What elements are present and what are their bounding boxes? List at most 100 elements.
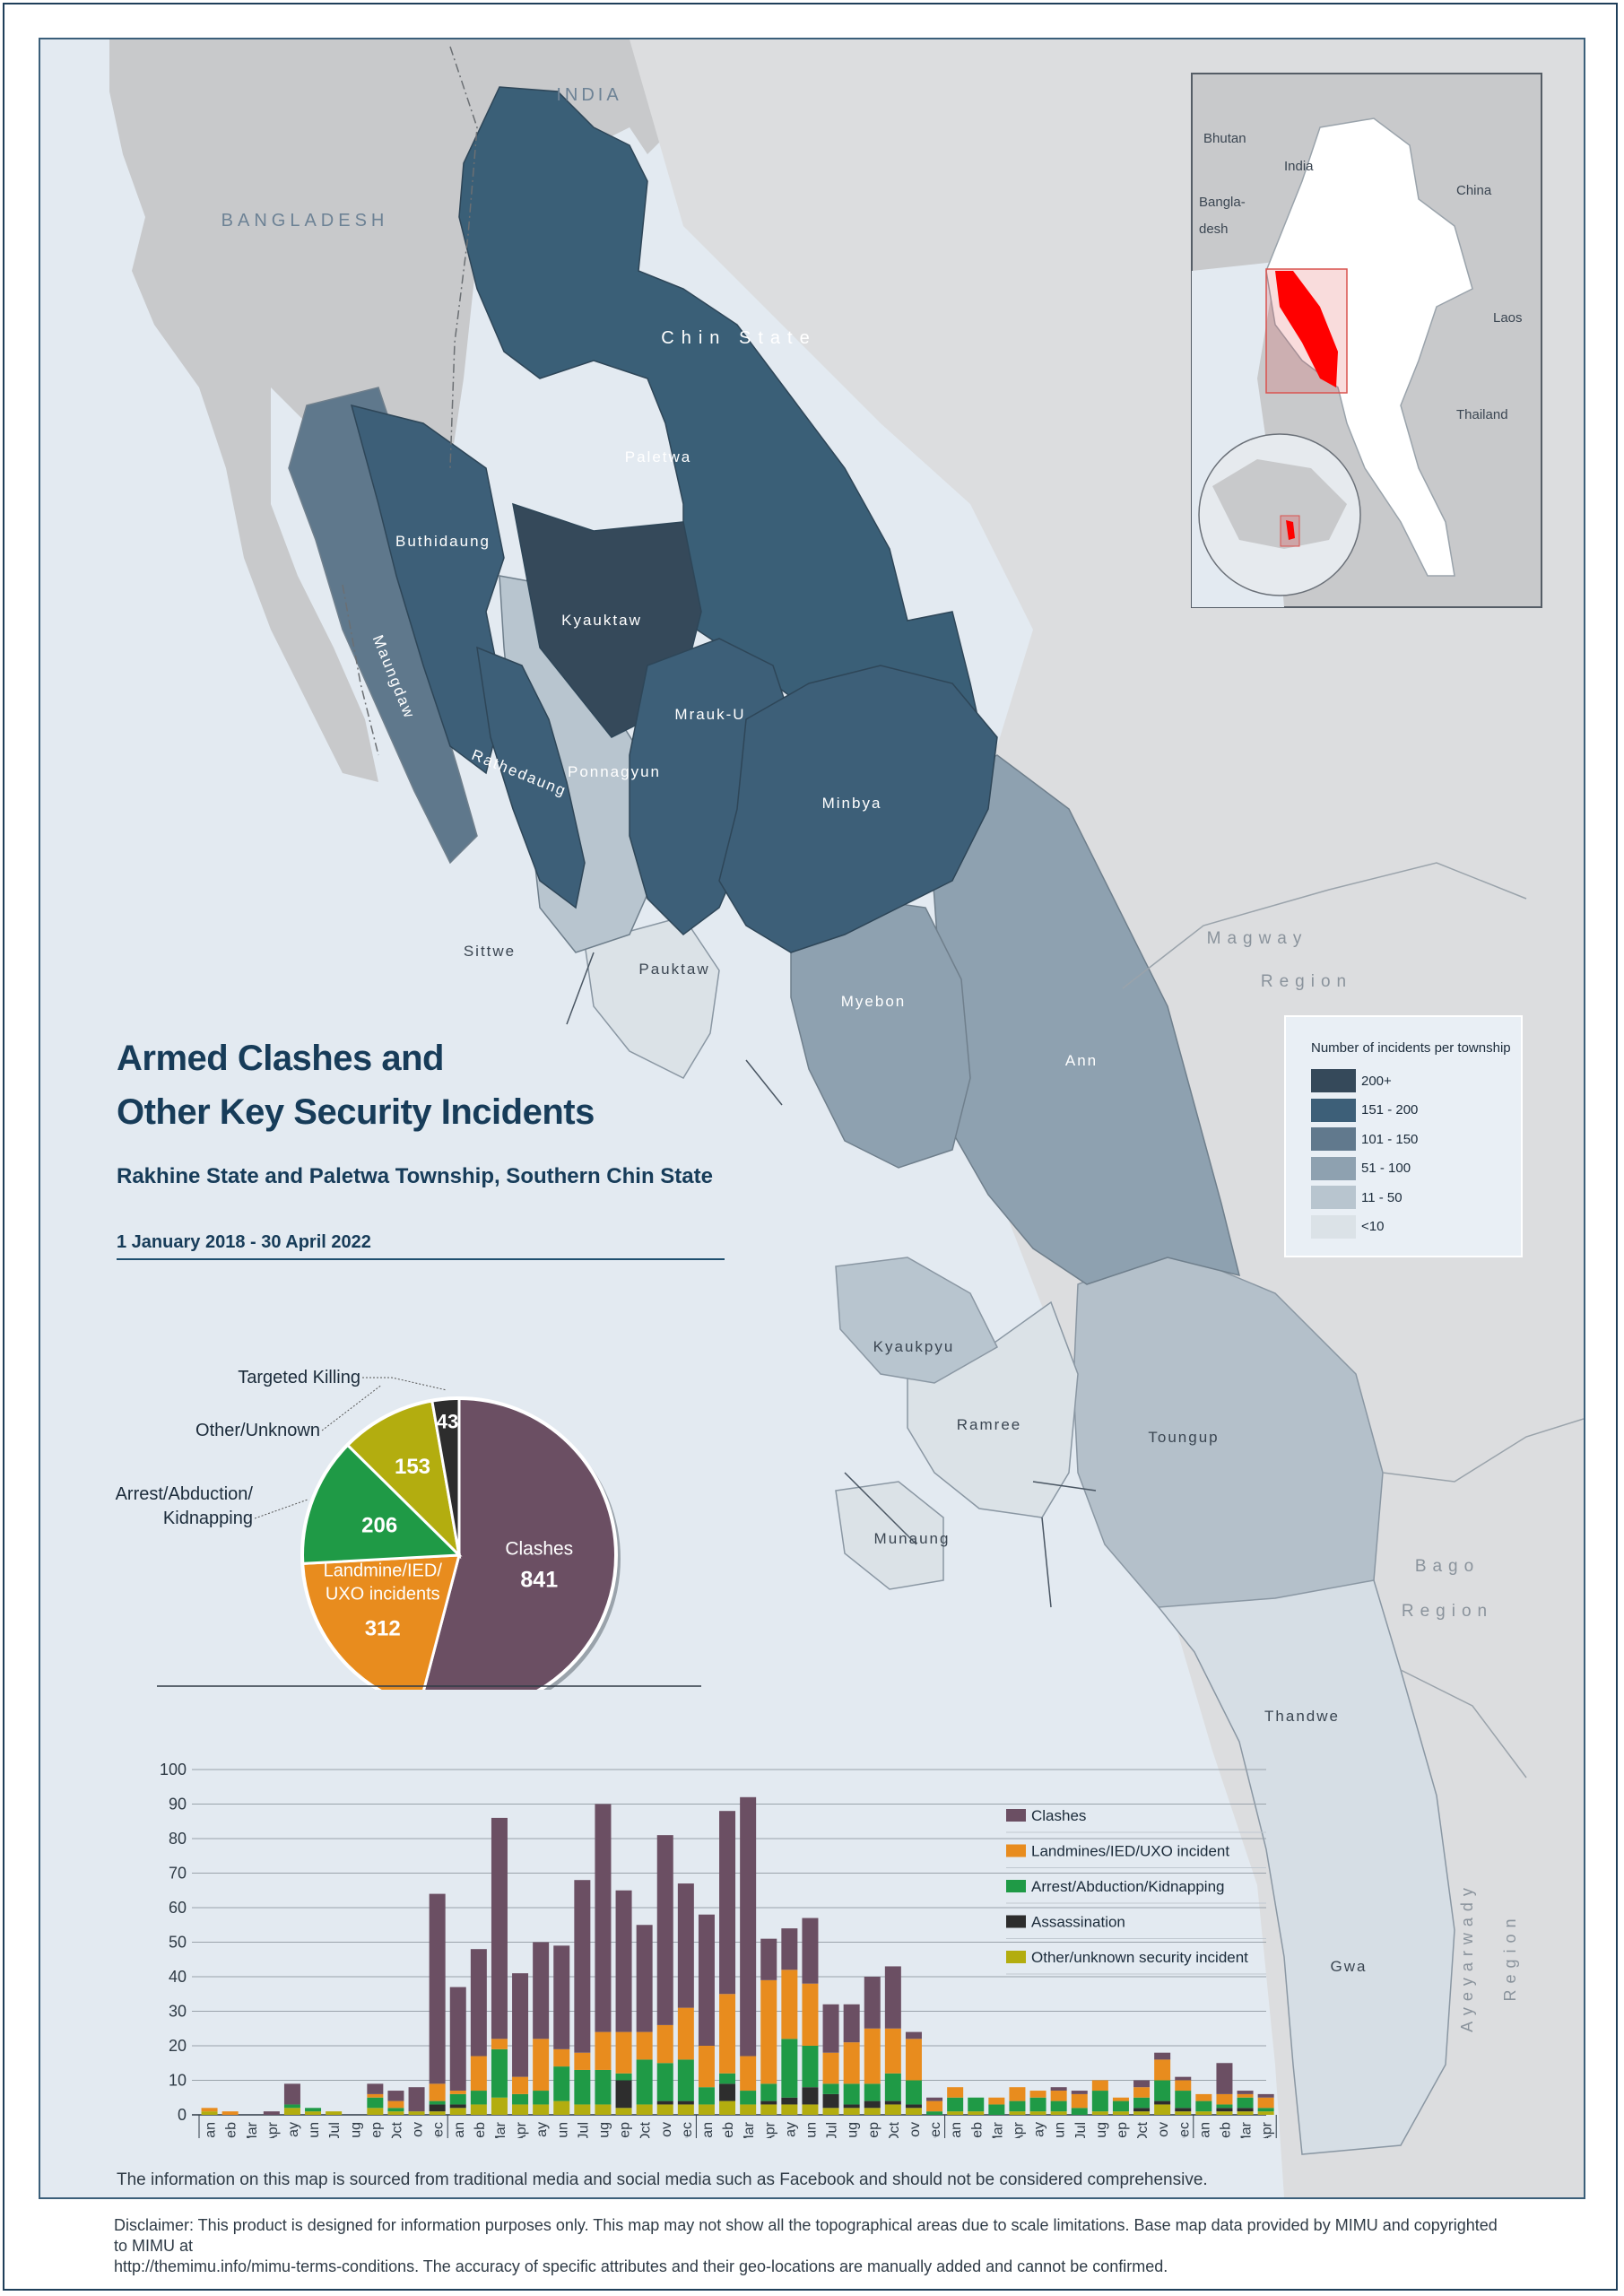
bar-segment [553, 2066, 570, 2101]
bar-segment [1175, 2111, 1192, 2115]
bar-segment [615, 2031, 632, 2074]
inset-myanmar [1265, 117, 1473, 577]
bar-x-tick-label: Sep [618, 2122, 633, 2138]
bar-segment [553, 1945, 570, 2049]
bar-segment [615, 1890, 632, 2032]
bar-segment [1195, 2100, 1212, 2112]
bar-segment [574, 1880, 591, 2053]
bar-segment [864, 2083, 881, 2101]
label-myebon: Myebon [841, 993, 906, 1010]
bar-segment [822, 2083, 839, 2094]
bar-x-tick-label: Feb [224, 2122, 239, 2138]
bar-legend-label: Clashes [1031, 1807, 1086, 1824]
bar-x-tick-label: Nov [908, 2122, 923, 2138]
bar-x-tick-label: Feb [473, 2122, 488, 2138]
bar-x-tick-label: Jan [1197, 2122, 1212, 2138]
bar-segment [1175, 2080, 1192, 2092]
bar-segment [1133, 2087, 1151, 2098]
bar-segment [1133, 2097, 1151, 2109]
bar-x-tick-label: Aug [596, 2122, 612, 2138]
bar-x-tick-label: Apr [265, 2121, 281, 2138]
poster-frame [3, 3, 1618, 2291]
bar-segment [1050, 2091, 1067, 2101]
bar-x-tick-label: Jun [803, 2122, 819, 2138]
label-thandwe: Thandwe [1264, 1708, 1340, 1725]
bar-segment [822, 2004, 839, 2053]
bar-segment [802, 1918, 819, 1984]
bar-segment [201, 2108, 218, 2112]
bangladesh-land [109, 39, 491, 782]
bar-y-tick-label: 20 [169, 2037, 187, 2055]
township-ramree [907, 1300, 1079, 1518]
bar-x-tick-label: Apr [1260, 2121, 1275, 2138]
bar-segment [1216, 2108, 1233, 2112]
region-boundaries [1122, 862, 1584, 1779]
pie-outline [300, 1396, 618, 1690]
bar-segment [553, 2048, 570, 2067]
bar-x-tick-label: Mar [245, 2121, 260, 2138]
title-line-2: Other Key Security Incidents [117, 1092, 595, 1132]
township-rathedaung [476, 646, 586, 909]
pie-label-arrest: Kidnapping [163, 1509, 253, 1528]
bar-segment [1154, 2052, 1171, 2060]
bar-segment [1195, 2093, 1212, 2101]
bar-y-tick-label: 70 [169, 1865, 187, 1883]
bar-segment [864, 1977, 881, 2029]
bar-segment [1071, 2091, 1088, 2094]
bar-segment [988, 2097, 1005, 2105]
label-bangladesh: BANGLADESH [221, 211, 389, 230]
label-magway-1: Magway [1207, 929, 1308, 948]
bar-segment [491, 1817, 508, 2039]
bar-segment [926, 2097, 943, 2101]
bar-segment [553, 2100, 570, 2115]
label-magway-2: Region [1261, 972, 1352, 991]
bar-y-tick-label: 60 [169, 1899, 187, 1917]
bar-segment [968, 2097, 985, 2112]
bar-segment [595, 2031, 612, 2070]
bar-segment [740, 2104, 757, 2115]
bar-segment [367, 2083, 384, 2094]
bar-segment [677, 2007, 694, 2060]
legend-swatch [1311, 1098, 1356, 1122]
bar-segment [449, 1987, 466, 2092]
bar-segment [802, 1983, 819, 2046]
bar-segment [387, 2108, 404, 2112]
bar-segment [1071, 2093, 1088, 2109]
bar-segment [387, 2091, 404, 2101]
bar-segment [1050, 2087, 1067, 2092]
bar-segment [1091, 2080, 1108, 2092]
bar-segment [1237, 2108, 1254, 2112]
river-lines [566, 952, 1097, 1608]
bar-segment [201, 2111, 218, 2115]
bar-segment [305, 2108, 322, 2112]
bar-segment [781, 1970, 798, 2039]
bar-segment [905, 2080, 922, 2105]
bar-segment [719, 1994, 736, 2074]
legend-item: 151 - 200 [1311, 1096, 1521, 1126]
legend-swatch [1311, 1156, 1356, 1180]
bar-x-tick-label: Aug [348, 2122, 363, 2138]
legend-item: <10 [1311, 1213, 1521, 1242]
bar-segment [470, 2091, 487, 2105]
bar-x-tick-label: Oct [1135, 2121, 1151, 2138]
inset-label-india: India [1284, 159, 1314, 174]
bar-segment [905, 2039, 922, 2081]
bar-segment [512, 2093, 529, 2105]
bar-segment [533, 2104, 550, 2115]
bar-segment [822, 2093, 839, 2109]
bar-segment [615, 2108, 632, 2115]
bar-segment [905, 2104, 922, 2109]
bar-segment [1091, 2111, 1108, 2115]
bar-y-tick-label: 10 [169, 2072, 187, 2090]
legend-label: 200+ [1361, 1073, 1392, 1089]
bar-x-tick-label: Jul [825, 2122, 840, 2138]
bar-x-tick-label: Nov [1156, 2122, 1171, 2138]
legend-label: 11 - 50 [1361, 1189, 1403, 1205]
township-minbya [718, 665, 998, 953]
bar-segment [512, 2104, 529, 2115]
legend-label: 51 - 100 [1361, 1161, 1411, 1177]
bar-segment [926, 2111, 943, 2115]
bar-segment [1050, 2111, 1067, 2115]
bar-x-tick-label: Feb [969, 2122, 985, 2138]
bar-segment [1071, 2108, 1088, 2115]
